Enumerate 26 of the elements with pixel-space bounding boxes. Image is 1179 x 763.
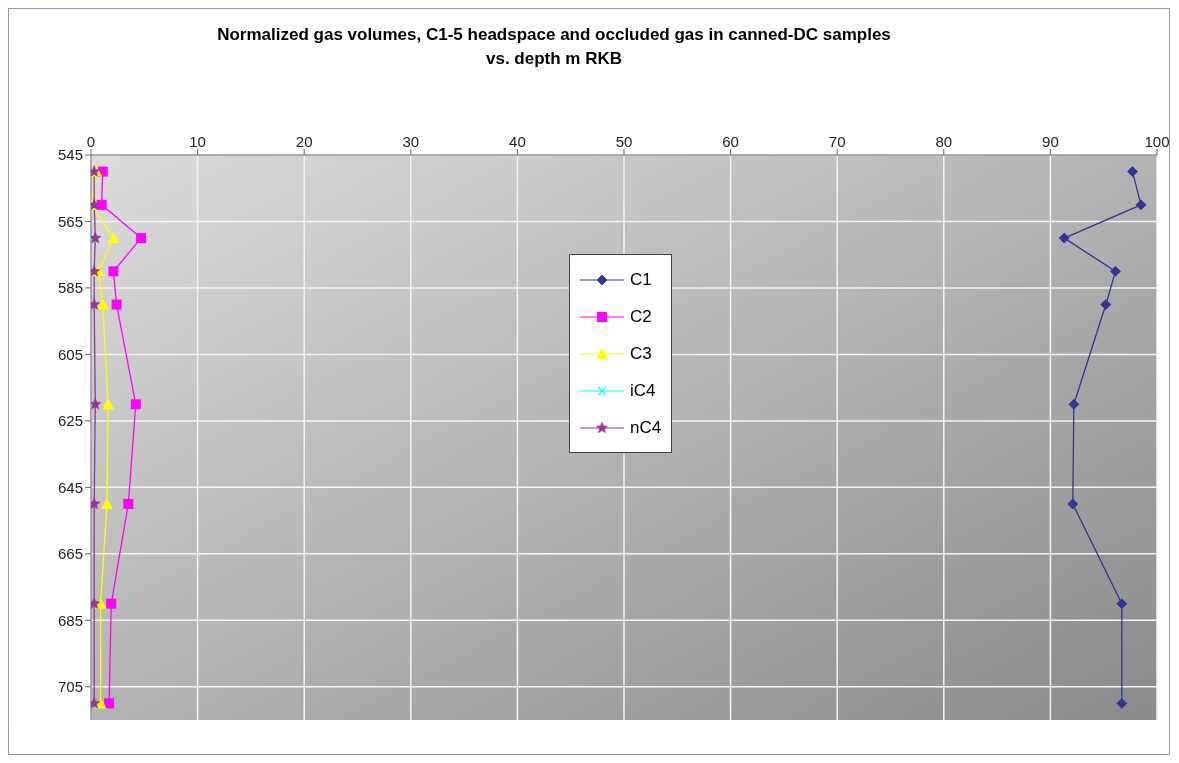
legend-label: C1 xyxy=(630,269,652,290)
legend-label: C3 xyxy=(630,343,652,364)
x-tick-label: 100 xyxy=(1144,133,1170,150)
y-tick-label: 705 xyxy=(57,678,83,696)
x-tick-label: 30 xyxy=(402,133,420,150)
y-tick-label: 685 xyxy=(57,611,83,629)
y-tick-label: 665 xyxy=(57,545,83,563)
x-tick-label: 10 xyxy=(189,133,206,150)
x-tick-label: 70 xyxy=(828,133,846,150)
legend-label: C2 xyxy=(630,306,652,327)
y-tick-label: 605 xyxy=(57,345,83,363)
legend-label: nC4 xyxy=(630,417,662,438)
x-tick-label: 50 xyxy=(615,133,633,150)
chart-title: Normalized gas volumes, C1-5 headspace and occluded gas in canned-DC samples vs. depth m RKB xyxy=(216,24,892,70)
y-tick-label: 545 xyxy=(57,146,83,164)
legend-label: iC4 xyxy=(630,380,656,401)
y-tick-label: 645 xyxy=(57,478,83,496)
y-tick-label: 625 xyxy=(57,412,83,430)
x-tick-label: 60 xyxy=(722,133,739,150)
y-tick-label: 585 xyxy=(57,279,83,297)
x-tick-label: 90 xyxy=(1042,133,1059,150)
x-tick-label: 80 xyxy=(935,133,953,150)
x-tick-label: 0 xyxy=(86,133,96,150)
x-tick-label: 40 xyxy=(509,133,526,150)
x-tick-label: 20 xyxy=(295,133,313,150)
y-tick-label: 565 xyxy=(57,212,83,230)
